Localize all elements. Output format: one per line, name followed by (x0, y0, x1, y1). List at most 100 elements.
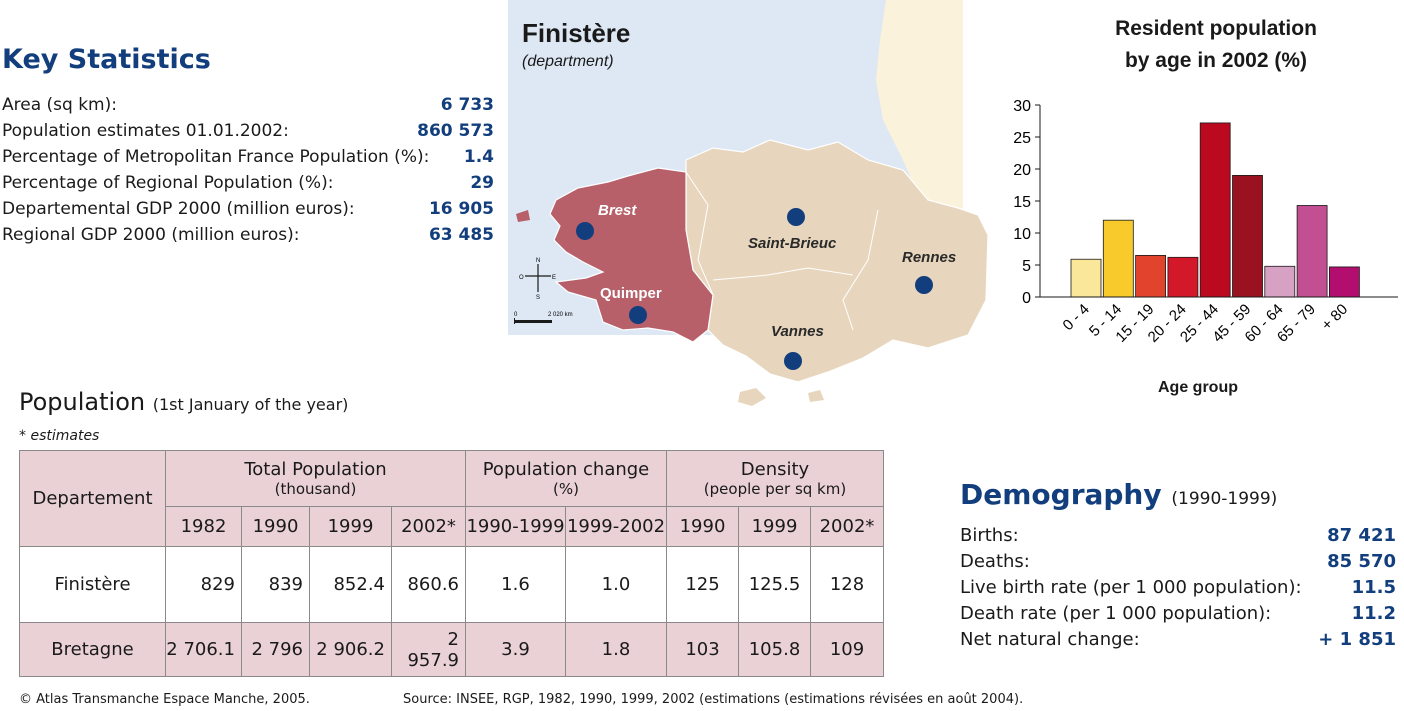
table-row-bretagne: Bretagne 2 706.1 2 796 2 906.2 2 957.9 3… (19, 622, 884, 677)
x-axis-title: Age group (1158, 379, 1238, 396)
age-chart: Resident population by age in 2002 (%) 0… (1013, 17, 1398, 396)
table-cell: 128 (810, 546, 884, 623)
city-marker-brest (576, 222, 594, 240)
group-sub: (thousand) (274, 480, 357, 498)
y-tick-label: 15 (1013, 194, 1031, 211)
demo-label: Live birth rate (per 1 000 population): (960, 576, 1302, 598)
stat-row-dept-gdp: Departemental GDP 2000 (million euros): … (2, 196, 494, 222)
demo-value: 11.5 (1351, 576, 1396, 598)
compass-west: O (519, 275, 524, 281)
chart-title-line-1: Resident population (1115, 17, 1317, 40)
x-tick-label: + 80 (1318, 301, 1351, 334)
year-header: 1990-1999 (465, 506, 566, 547)
demography-subtitle: (1990-1999) (1171, 489, 1278, 509)
city-marker-saint-brieuc (787, 208, 805, 226)
key-statistics-title: Key Statistics (2, 44, 211, 75)
demo-row-net-change: Net natural change: + 1 851 (960, 626, 1396, 652)
bar-2 (1135, 254, 1167, 298)
year-header: 2002* (810, 506, 884, 547)
y-tick-label: 5 (1022, 258, 1031, 275)
stat-value: 29 (470, 173, 494, 193)
table-cell: 860.6 (391, 546, 466, 623)
group-sub: (people per sq km) (703, 480, 847, 498)
year-header: 1999-2002 (565, 506, 667, 547)
table-cell: 2 796 (241, 622, 310, 677)
city-marker-vannes (784, 352, 802, 370)
compass-south: S (536, 295, 540, 301)
y-tick-label: 25 (1013, 130, 1031, 147)
col-departement: Departement (19, 450, 166, 547)
city-label-rennes: Rennes (902, 249, 956, 266)
demo-row-death-rate: Death rate (per 1 000 population): 11.2 (960, 600, 1396, 626)
demo-value: 87 421 (1327, 524, 1396, 546)
stat-value: 860 573 (417, 121, 494, 141)
year-header: 1982 (165, 506, 242, 547)
demography-title: Demography (1990-1999) (960, 478, 1277, 511)
stat-label: Percentage of Metropolitan France Popula… (2, 147, 430, 167)
estimates-note: * estimates (19, 428, 100, 444)
table-cell: 1.6 (465, 546, 566, 623)
finistere-area (549, 167, 714, 343)
city-label-vannes: Vannes (771, 323, 824, 340)
year-header: 1990 (241, 506, 310, 547)
group-sub: (%) (553, 480, 579, 498)
group-label: Population change (482, 459, 650, 480)
stat-value: 6 733 (440, 95, 494, 115)
table-cell: 2 957.9 (391, 622, 466, 677)
department-border (685, 171, 714, 296)
city-marker-quimper (629, 306, 647, 324)
compass-north: N (536, 258, 540, 264)
demo-value: 85 570 (1327, 550, 1396, 572)
stat-row-area: Area (sq km): 6 733 (2, 92, 494, 118)
bar-1 (1102, 219, 1134, 298)
demo-row-birth-rate: Live birth rate (per 1 000 population): … (960, 574, 1396, 600)
table-cell: 105.8 (738, 622, 811, 677)
bar-4 (1199, 122, 1231, 298)
y-tick-label: 0 (1022, 290, 1031, 307)
bar-6 (1264, 265, 1296, 298)
bar-8 (1328, 266, 1360, 298)
table-cell: 2 906.2 (309, 622, 392, 677)
group-density: Density (people per sq km) (666, 450, 884, 507)
table-cell: 3.9 (465, 622, 566, 677)
bretagne-map: Finistère (department) Brest Saint-Brieu… (508, 0, 988, 406)
group-total-population: Total Population (thousand) (165, 450, 466, 507)
stat-label: Regional GDP 2000 (million euros): (2, 225, 300, 245)
compass-rose: N S E O (519, 258, 556, 301)
demo-row-births: Births: 87 421 (960, 522, 1396, 548)
demo-value: 11.2 (1351, 602, 1396, 624)
bar-7 (1296, 205, 1328, 298)
year-header: 1999 (738, 506, 811, 547)
demography-heading: Demography (960, 478, 1162, 511)
table-cell: 839 (241, 546, 310, 623)
city-marker-rennes (915, 276, 933, 294)
year-header: 1990 (666, 506, 739, 547)
demo-label: Deaths: (960, 550, 1030, 572)
island-shape (808, 390, 824, 402)
table-cell: 103 (666, 622, 739, 677)
year-header: 1999 (309, 506, 392, 547)
bar-5 (1232, 174, 1263, 298)
city-label-saint-brieuc: Saint-Brieuc (748, 235, 837, 252)
scale-zero: 0 (514, 312, 518, 318)
population-table: Departement Total Population (thousand) … (19, 450, 884, 677)
demo-value: + 1 851 (1318, 628, 1396, 650)
stat-value: 63 485 (428, 225, 494, 245)
population-subtitle: (1st January of the year) (152, 395, 349, 414)
table-cell: 1.0 (565, 546, 667, 623)
table-cell: 109 (810, 622, 884, 677)
demo-label: Death rate (per 1 000 population): (960, 602, 1272, 624)
y-tick-label: 10 (1013, 226, 1031, 243)
map-title: Finistère (522, 18, 630, 48)
group-population-change: Population change (%) (465, 450, 667, 507)
map-subtitle: (department) (522, 53, 614, 70)
normandy-area (876, 0, 963, 225)
stat-row-pct-france: Percentage of Metropolitan France Popula… (2, 144, 494, 170)
y-tick-label: 20 (1013, 162, 1031, 179)
table-cell: 2 706.1 (165, 622, 242, 677)
y-tick-label: 30 (1013, 98, 1031, 115)
table-cell: 125 (666, 546, 739, 623)
scale-label: 2 020 km (548, 312, 573, 318)
bretagne-area (685, 139, 988, 383)
stat-label: Departemental GDP 2000 (million euros): (2, 199, 355, 219)
